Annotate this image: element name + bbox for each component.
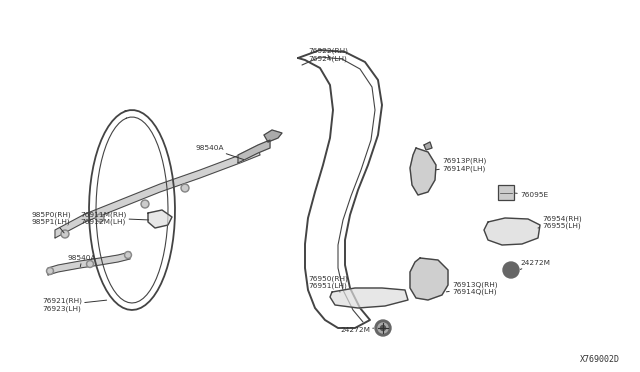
Circle shape [509,267,513,273]
Polygon shape [148,210,172,228]
Polygon shape [330,288,408,308]
Text: 98540A: 98540A [68,255,97,267]
Circle shape [182,186,188,190]
Circle shape [181,184,189,192]
Polygon shape [484,218,540,245]
Polygon shape [264,130,282,142]
Circle shape [378,323,388,333]
Polygon shape [424,142,432,150]
Polygon shape [410,258,448,300]
Text: 76095E: 76095E [515,192,548,198]
Text: 76922(RH)
76924(LH): 76922(RH) 76924(LH) [308,48,348,62]
Polygon shape [238,140,270,163]
Text: X769002D: X769002D [580,355,620,364]
Polygon shape [410,148,436,195]
Circle shape [375,320,391,336]
Text: 985P0(RH)
985P1(LH): 985P0(RH) 985P1(LH) [32,211,72,233]
Circle shape [86,260,93,267]
Circle shape [63,231,67,237]
Circle shape [506,265,516,275]
Circle shape [141,200,149,208]
Text: 76921(RH)
76923(LH): 76921(RH) 76923(LH) [42,298,107,312]
Text: 76913P(RH)
76914P(LH): 76913P(RH) 76914P(LH) [436,158,486,172]
Circle shape [143,202,147,206]
Circle shape [96,214,104,222]
Circle shape [97,215,102,221]
Circle shape [48,269,52,273]
Circle shape [503,262,519,278]
Circle shape [88,262,92,266]
Circle shape [125,251,131,259]
Text: 76913Q(RH)
76914Q(LH): 76913Q(RH) 76914Q(LH) [446,281,498,295]
Text: 24272M: 24272M [340,327,374,333]
Text: 76950(RH)
76951(LH): 76950(RH) 76951(LH) [308,275,348,292]
Text: 98540A: 98540A [195,145,244,160]
Circle shape [381,326,385,330]
Polygon shape [55,147,260,238]
Text: 76954(RH)
76955(LH): 76954(RH) 76955(LH) [538,215,582,229]
Bar [498,185,514,200]
Text: 76911M(RH)
76912M(LH): 76911M(RH) 76912M(LH) [80,211,148,225]
Circle shape [47,267,54,275]
Polygon shape [48,252,130,275]
Circle shape [61,230,69,238]
Circle shape [126,253,130,257]
Text: 24272M: 24272M [520,260,550,269]
